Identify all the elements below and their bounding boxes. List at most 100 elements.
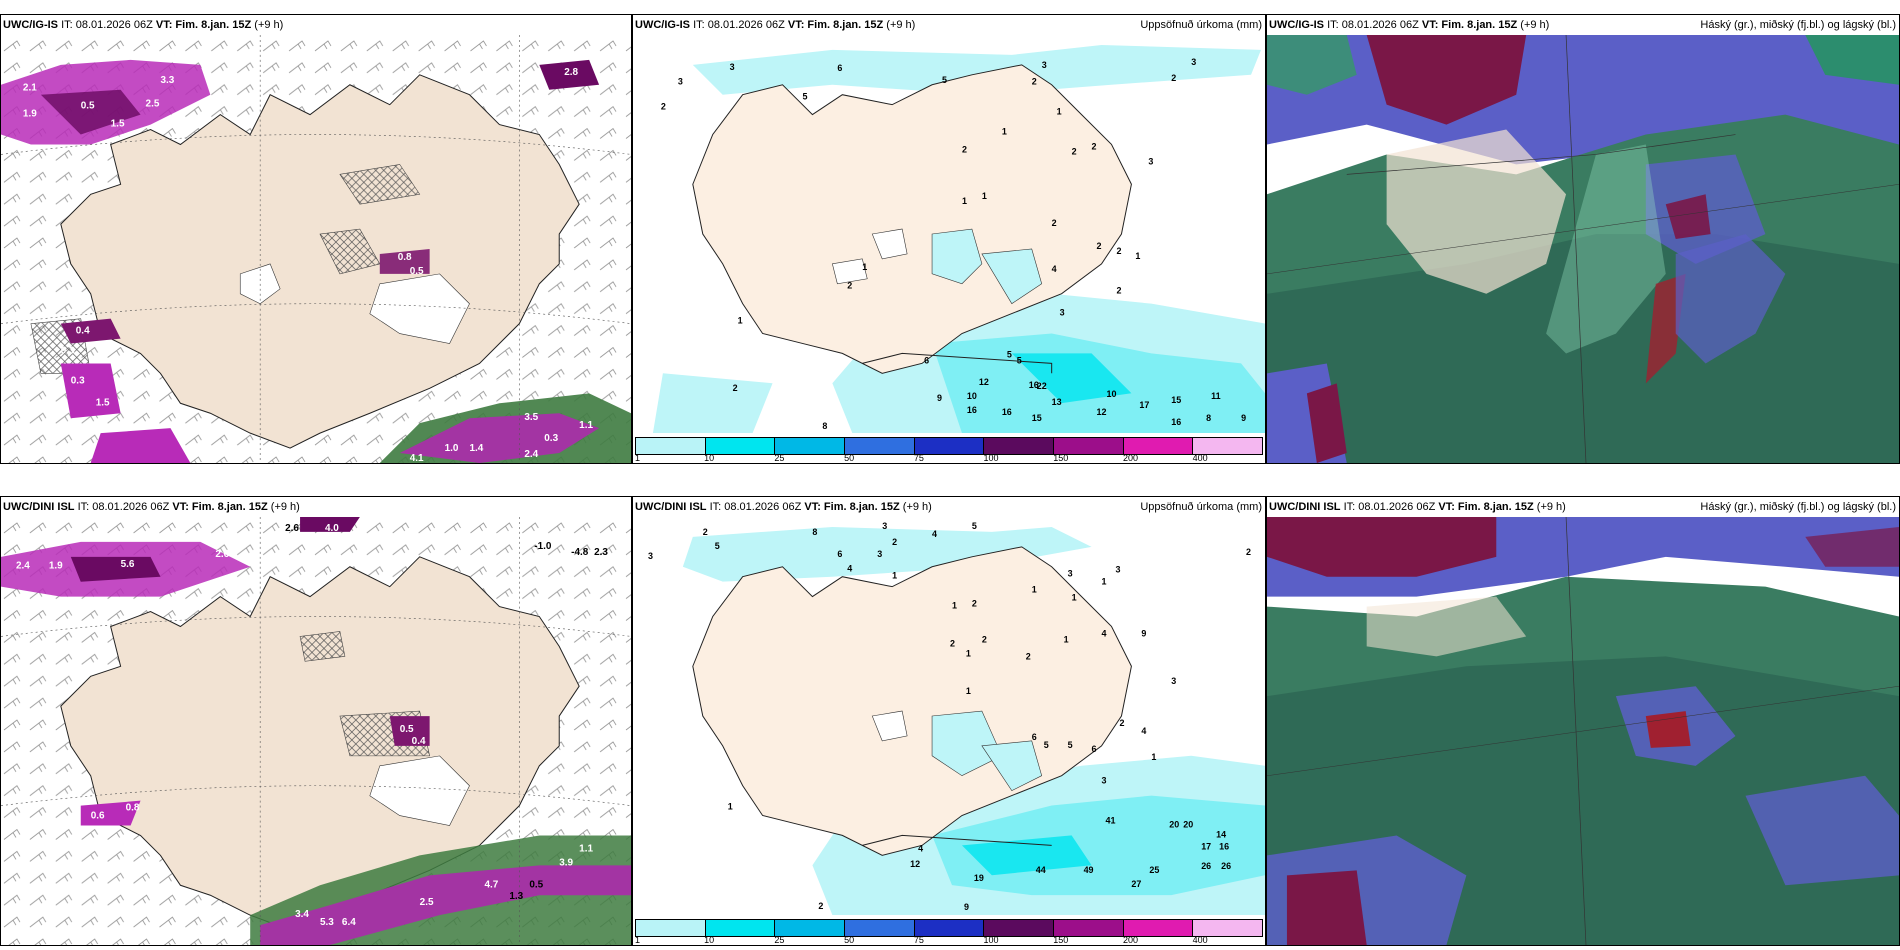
value-label: 4.7 <box>484 879 498 890</box>
model-name: UWC/DINI ISL <box>1269 501 1341 513</box>
value-label: -4.8 <box>571 547 589 558</box>
value-label: 4 <box>1102 628 1107 638</box>
panel-bottom-left-wind: UWC/DINI ISL IT: 08.01.2026 06Z VT: Fim.… <box>0 496 632 946</box>
value-label: 9 <box>937 393 942 403</box>
map-svg <box>1267 517 1899 945</box>
value-label: 2 <box>982 634 987 644</box>
model-name: UWC/IG-IS <box>1269 19 1324 31</box>
value-label: 22 <box>1037 381 1047 391</box>
value-label: 9 <box>964 902 969 912</box>
value-label: 0.8 <box>398 252 412 263</box>
value-label: 1 <box>728 802 733 812</box>
model-name: UWC/IG-IS <box>635 19 690 31</box>
value-label: 16 <box>967 405 977 415</box>
value-label: 2 <box>1116 246 1121 256</box>
value-label: 3 <box>1191 57 1196 67</box>
value-label: 0.3 <box>61 346 75 357</box>
value-label: 11 <box>1211 391 1220 401</box>
value-label: 5 <box>1044 740 1049 750</box>
init-time: IT: 08.01.2026 06Z <box>1327 19 1419 31</box>
value-label: 16 <box>1171 417 1181 427</box>
value-label: 0.3 <box>71 375 85 386</box>
legend-swatch <box>1123 438 1194 454</box>
init-time: IT: 08.01.2026 06Z <box>77 501 170 513</box>
value-label: 1 <box>1135 251 1140 261</box>
value-label: 6 <box>1032 732 1037 742</box>
value-label: 2 <box>818 901 823 911</box>
model-name: UWC/IG-IS <box>3 19 58 31</box>
lead-time: (+9 h) <box>902 501 932 513</box>
value-label: 49 <box>1084 865 1094 875</box>
value-label: 2 <box>1171 73 1176 83</box>
legend-labels: 1 10 25 50 75 100 150 200 400 <box>635 935 1263 945</box>
legend-swatch <box>775 920 846 936</box>
value-label: 1 <box>952 601 957 611</box>
legend-swatch <box>775 438 846 454</box>
legend-label: 75 <box>913 453 924 463</box>
value-label: 1 <box>892 571 897 581</box>
value-label: 2 <box>661 102 666 112</box>
legend-label: 100 <box>983 935 999 945</box>
value-label: 26 <box>1221 861 1231 871</box>
value-label: 0.3 <box>544 433 558 444</box>
value-label: 1 <box>1151 752 1156 762</box>
value-label: 2 <box>1097 241 1102 251</box>
value-label: 2 <box>1072 146 1077 156</box>
panel-header: UWC/DINI ISL IT: 08.01.2026 06Z VT: Fim.… <box>1 497 631 517</box>
valid-time: VT: Fim. 8.jan. 15Z <box>155 19 252 31</box>
value-label: 1 <box>1064 634 1069 644</box>
value-label: 6 <box>837 63 842 73</box>
value-label: 1 <box>1032 585 1037 595</box>
value-label: 12 <box>979 377 989 387</box>
value-label: 41 <box>1106 815 1116 825</box>
value-label: 8 <box>822 421 827 431</box>
value-label: 1 <box>1002 127 1007 137</box>
value-label: 9 <box>1241 413 1246 423</box>
value-label: 5.3 <box>320 917 334 928</box>
value-label: 2 <box>1052 218 1057 228</box>
legend-label: 200 <box>1122 935 1138 945</box>
value-label: 1 <box>962 196 967 206</box>
value-label: 16 <box>1029 380 1039 390</box>
value-label: 1 <box>966 648 971 658</box>
legend-label: 10 <box>704 935 715 945</box>
value-label: 4.0 <box>325 523 339 534</box>
panel-header: UWC/DINI ISL IT: 08.01.2026 06Z VT: Fim.… <box>633 497 1265 517</box>
value-label: 0.4 <box>412 736 426 747</box>
legend-label: 50 <box>844 935 855 945</box>
panel-top-right-clouds: UWC/IG-IS IT: 08.01.2026 06Z VT: Fim. 8.… <box>1266 14 1900 464</box>
map-area: 2.1 1.9 0.5 3.3 2.5 1.5 2.8 0.4 0.3 0.3 … <box>1 35 631 463</box>
value-label: 15 <box>1171 395 1181 405</box>
value-label: 27 <box>1131 879 1141 889</box>
value-label: 10 <box>1107 389 1117 399</box>
value-label: 15 <box>1032 413 1042 423</box>
field-title: Uppsöfnuð úrkoma (mm) <box>1140 19 1262 31</box>
legend-label: 200 <box>1122 453 1138 463</box>
value-label: 5 <box>972 521 977 531</box>
value-labels: 3 2 3 6 5 3 3 2 2 5 2 1 1 1 2 2 3 1 2 2 <box>661 57 1246 431</box>
value-label: 3.5 <box>524 412 538 423</box>
value-label: 0.5 <box>400 724 414 735</box>
value-label: 3 <box>678 77 683 87</box>
legend-swatch <box>705 920 776 936</box>
value-label: 16 <box>1002 407 1012 417</box>
map-svg: 2.4 1.9 5.6 2.6 2.6 4.0 -1.0 -4.8 2.3 0.… <box>1 517 631 945</box>
legend-colorbar <box>635 919 1263 937</box>
valid-time: VT: Fim. 8.jan. 15Z <box>804 501 900 513</box>
value-label: 0.6 <box>91 811 105 822</box>
value-label: 6 <box>924 355 929 365</box>
panel-header: UWC/IG-IS IT: 08.01.2026 06Z VT: Fim. 8.… <box>1267 15 1899 35</box>
lead-time: (+9 h) <box>1536 501 1566 513</box>
map-svg: 2.1 1.9 0.5 3.3 2.5 1.5 2.8 0.4 0.3 0.3 … <box>1 35 631 463</box>
value-label: 3.9 <box>559 857 573 868</box>
legend-label: 150 <box>1053 453 1069 463</box>
legend-swatch <box>984 920 1055 936</box>
value-label: 0.5 <box>81 101 95 112</box>
value-labels: 2.4 1.9 5.6 2.6 2.6 4.0 -1.0 -4.8 2.3 0.… <box>16 523 608 928</box>
legend-swatch <box>914 438 985 454</box>
value-label: 26 <box>1201 861 1211 871</box>
legend-label: 400 <box>1192 935 1208 945</box>
value-label: 1 <box>1102 577 1107 587</box>
value-label: 17 <box>1201 841 1211 851</box>
value-label: 4 <box>1052 264 1057 274</box>
